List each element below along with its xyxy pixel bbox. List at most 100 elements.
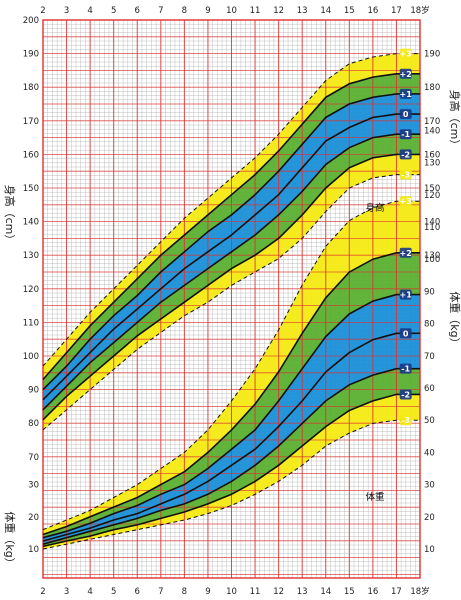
height-curve-+3 [42,53,420,367]
height-tick-left: 130 [23,251,39,261]
weight-tick-right: 110 [424,223,440,233]
height-tick-left: 80 [28,419,39,429]
height-tick-right: 170 [424,117,440,127]
weight-curve-label: -1 [401,365,410,374]
x-tick-top: 8 [182,6,187,16]
weight-tick-right: 140 [424,126,440,136]
weight-curve-label: -2 [401,390,410,399]
x-tick-top: 13 [297,6,308,16]
x-tick-top: 6 [135,6,140,16]
height-curve-label-bg [399,109,412,120]
x-tick-top: 14 [320,6,331,16]
x-tick-top: 5 [111,6,116,16]
x-tick-top: 10 [226,6,237,16]
height-tick-left: 90 [28,386,39,396]
weight-curve-label-bg [399,363,412,374]
x-tick-top: 18岁 [410,5,429,16]
height-curve-+1 [42,93,420,391]
height-curve--1 [42,133,420,411]
weight-tick-right: 100 [424,255,440,265]
height-curve-label-bg [399,149,412,160]
x-tick-bottom: 16 [367,587,378,597]
weight-curve--3 [42,419,420,550]
height-tick-right: 140 [424,218,440,228]
weight-curve-label-bg [399,328,412,339]
height-tick-left: 70 [28,453,39,463]
weight-curve-label-bg [399,247,412,258]
weight-tick-right: 70 [424,352,435,362]
height-tick-right: 150 [424,184,440,194]
height-tick-right: 130 [424,251,440,261]
height-curve-label-bg [399,48,412,59]
height-tick-left: 110 [23,318,39,328]
x-tick-bottom: 4 [87,587,92,597]
height-curve-label: +2 [400,70,412,79]
weight-tick-left: 30 [28,481,39,491]
weight-curve-0 [42,332,420,542]
height-curve--2 [42,153,420,421]
height-tick-left: 180 [23,83,39,93]
x-tick-top: 12 [273,6,284,16]
x-tick-top: 16 [367,6,378,16]
height-curve-label-bg [399,129,412,140]
weight-curve--2 [42,393,420,548]
weight-tick-right: 50 [424,416,435,426]
height-tick-left: 190 [23,50,39,60]
x-tick-top: 17 [391,6,402,16]
weight-curve-label: +3 [400,197,412,206]
weight-curve-+1 [42,293,420,539]
x-tick-bottom: 11 [250,587,261,597]
weight-curve-label-bg [399,196,412,207]
height-tick-left: 100 [23,352,39,362]
weight-curve-label-bg [399,289,412,300]
x-tick-bottom: 6 [135,587,140,597]
x-tick-bottom: 10 [226,587,237,597]
weight-tick-right: 80 [424,320,435,330]
height-tick-left: 200 [23,16,39,26]
height-axis-title-right: 身高（cm） [448,90,461,151]
x-tick-bottom: 13 [297,587,308,597]
x-tick-bottom: 12 [273,587,284,597]
height-curve-label-bg [399,88,412,99]
weight-curve--1 [42,367,420,545]
weight-tick-right: 60 [424,384,435,394]
x-tick-bottom: 3 [64,587,69,597]
height-curve-0 [42,113,420,401]
x-tick-bottom: 18岁 [410,586,429,597]
weight-tick-right: 20 [424,513,435,523]
height-tick-right: 190 [424,50,440,60]
height-curve-label: +3 [400,50,412,59]
height-tick-left: 150 [23,184,39,194]
weight-tick-left: 10 [28,545,39,555]
height-tick-left: 160 [23,150,39,160]
height-curve--3 [42,174,420,431]
height-curve-+2 [42,73,420,381]
x-tick-bottom: 9 [205,587,210,597]
x-tick-top: 9 [205,6,210,16]
weight-axis-title: 体重（kg） [3,511,17,568]
x-tick-top: 15 [344,6,355,16]
height-tick-right: 180 [424,83,440,93]
height-curve-label: -1 [401,130,410,139]
height-tick-right: 160 [424,150,440,160]
weight-tick-right: 30 [424,481,435,491]
x-tick-top: 3 [64,6,69,16]
weight-tick-right: 120 [424,191,440,201]
height-section-label: 身高 [365,202,384,214]
x-tick-bottom: 8 [182,587,187,597]
height-tick-left: 120 [23,285,39,295]
height-curve-label-bg [399,169,412,180]
weight-axis-title-right: 体重（kg） [448,291,461,348]
x-tick-bottom: 14 [320,587,331,597]
height-curve-label: -2 [401,150,410,159]
percentile-curves: +3 +2 +1 0 -1 -2 -3 +3 +2 +1 0 -1 -2 -3 [42,48,420,550]
height-axis-title: 身高（cm） [3,185,17,246]
weight-tick-right: 130 [424,159,440,169]
weight-curve-label: +1 [400,291,413,300]
x-tick-bottom: 17 [391,587,402,597]
weight-tick-right: 10 [424,545,435,555]
x-tick-top: 7 [158,6,163,16]
x-tick-bottom: 2 [40,587,45,597]
height-curve-label: 0 [403,110,409,119]
